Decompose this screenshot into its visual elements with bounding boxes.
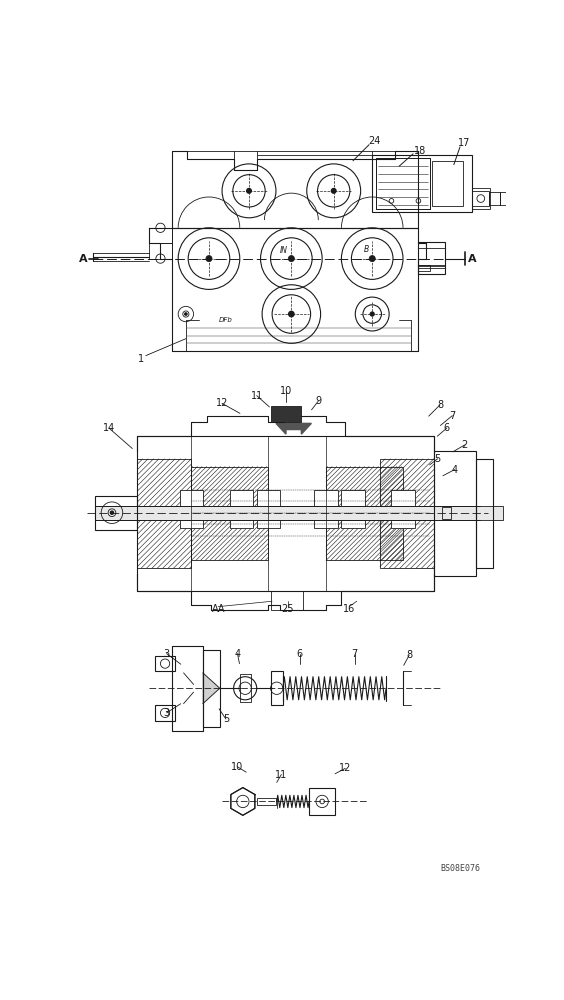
Text: 16: 16 bbox=[343, 604, 355, 614]
Polygon shape bbox=[138, 574, 434, 610]
Text: 2: 2 bbox=[461, 440, 468, 450]
Bar bbox=[240, 674, 250, 702]
Text: 18: 18 bbox=[414, 146, 426, 156]
Text: 11: 11 bbox=[275, 770, 288, 780]
Bar bbox=[191, 466, 268, 560]
Bar bbox=[489, 192, 500, 205]
Text: 9: 9 bbox=[315, 396, 321, 406]
Polygon shape bbox=[149, 228, 426, 351]
Text: 11: 11 bbox=[250, 391, 263, 401]
Bar bbox=[326, 466, 403, 560]
Bar bbox=[257, 490, 280, 528]
Polygon shape bbox=[203, 673, 220, 704]
Bar bbox=[380, 459, 434, 568]
Bar bbox=[149, 228, 172, 243]
Bar bbox=[271, 671, 283, 705]
Bar bbox=[271, 406, 301, 422]
Text: 10: 10 bbox=[280, 386, 292, 396]
Bar bbox=[172, 646, 203, 731]
Bar bbox=[418, 248, 446, 268]
Bar bbox=[472, 191, 489, 206]
Text: 4: 4 bbox=[235, 649, 240, 659]
Text: A: A bbox=[79, 254, 88, 264]
Polygon shape bbox=[172, 151, 418, 228]
Text: 12: 12 bbox=[339, 763, 351, 773]
Bar bbox=[138, 459, 191, 568]
Circle shape bbox=[246, 189, 252, 193]
Text: 7: 7 bbox=[449, 411, 455, 421]
Bar bbox=[442, 507, 451, 519]
Circle shape bbox=[369, 256, 375, 262]
Bar bbox=[155, 656, 175, 671]
Bar bbox=[418, 242, 446, 274]
Text: BS08E076: BS08E076 bbox=[440, 864, 480, 873]
Text: 7: 7 bbox=[351, 649, 358, 659]
Bar bbox=[180, 490, 203, 528]
Circle shape bbox=[289, 311, 294, 317]
Circle shape bbox=[111, 511, 113, 514]
Bar bbox=[149, 243, 172, 259]
Circle shape bbox=[288, 256, 294, 262]
Text: 5: 5 bbox=[434, 454, 441, 464]
Polygon shape bbox=[276, 423, 311, 434]
Bar bbox=[315, 490, 338, 528]
Text: 25: 25 bbox=[281, 604, 294, 614]
Text: 6: 6 bbox=[444, 423, 450, 433]
Bar bbox=[138, 436, 434, 591]
Text: 6: 6 bbox=[297, 649, 303, 659]
Text: IN: IN bbox=[280, 246, 288, 255]
Text: 24: 24 bbox=[368, 136, 381, 146]
Text: 5: 5 bbox=[223, 714, 229, 724]
Bar bbox=[376, 158, 430, 209]
Text: 8: 8 bbox=[437, 400, 443, 410]
Circle shape bbox=[332, 189, 336, 193]
Text: B: B bbox=[363, 245, 369, 254]
Text: A: A bbox=[468, 254, 477, 264]
Text: 1: 1 bbox=[138, 354, 144, 364]
Bar bbox=[271, 591, 303, 610]
Text: 4: 4 bbox=[452, 465, 457, 475]
Bar bbox=[472, 188, 490, 209]
Text: 17: 17 bbox=[459, 138, 471, 148]
Text: 10: 10 bbox=[231, 762, 244, 772]
Bar bbox=[203, 650, 220, 727]
Bar bbox=[418, 265, 446, 266]
Circle shape bbox=[206, 256, 212, 262]
Bar bbox=[95, 496, 138, 530]
Circle shape bbox=[185, 313, 187, 315]
Bar bbox=[309, 788, 335, 815]
Text: 8: 8 bbox=[406, 650, 412, 660]
Bar bbox=[391, 490, 415, 528]
Bar bbox=[95, 506, 503, 520]
Text: 12: 12 bbox=[216, 398, 228, 408]
Bar bbox=[476, 459, 493, 568]
Polygon shape bbox=[231, 788, 255, 815]
Text: 3: 3 bbox=[164, 649, 170, 659]
Text: 3: 3 bbox=[164, 708, 170, 718]
Polygon shape bbox=[138, 416, 434, 451]
Text: DFb: DFb bbox=[219, 317, 233, 323]
Bar bbox=[434, 451, 476, 576]
Bar bbox=[341, 490, 364, 528]
Bar bbox=[230, 490, 253, 528]
Circle shape bbox=[371, 312, 374, 316]
Bar bbox=[257, 798, 276, 805]
Bar bbox=[155, 705, 175, 721]
Bar bbox=[376, 158, 430, 209]
Bar bbox=[372, 155, 472, 212]
Bar bbox=[418, 265, 430, 271]
Text: 14: 14 bbox=[103, 423, 115, 433]
Text: AA: AA bbox=[212, 604, 225, 614]
Bar bbox=[432, 161, 463, 206]
